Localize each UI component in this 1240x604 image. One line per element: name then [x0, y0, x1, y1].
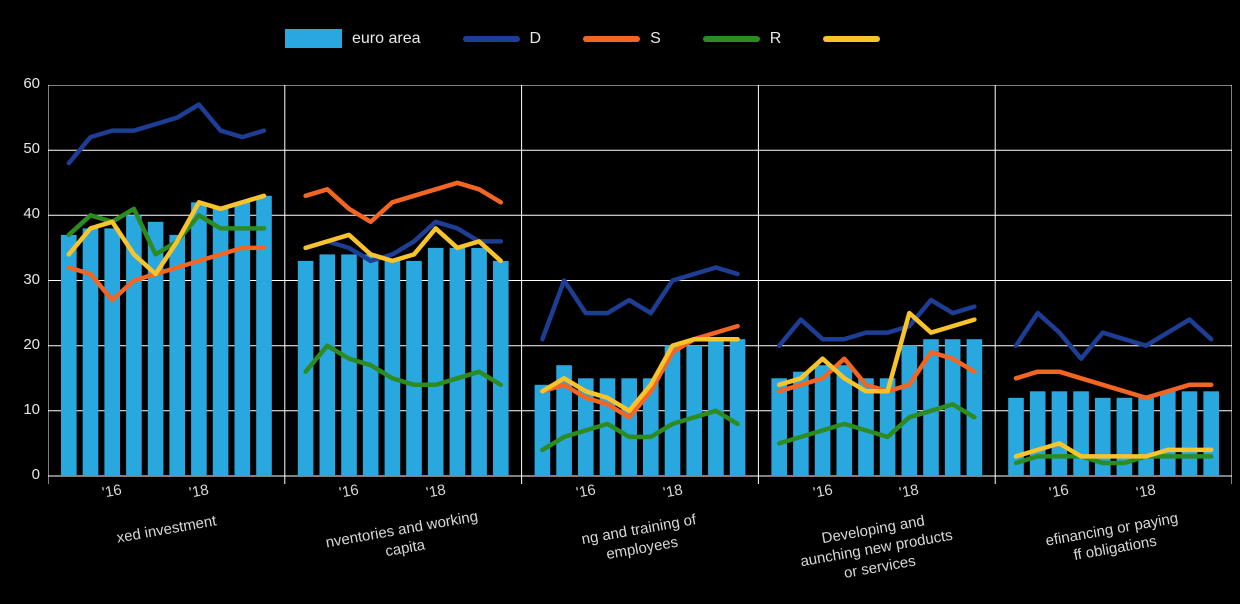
bar: [578, 378, 594, 477]
legend-item-s: S: [583, 30, 661, 48]
plot-svg: [47, 84, 1233, 484]
line-series: [66, 193, 267, 277]
line-series: [1013, 310, 1214, 361]
bar: [493, 260, 509, 476]
bar: [879, 378, 896, 477]
bar: [1181, 391, 1198, 476]
line-series: [1013, 441, 1214, 459]
yellow-line-swatch: [823, 35, 881, 42]
bar: [729, 339, 746, 476]
legend: euro area D S R: [285, 29, 890, 48]
bar: [643, 378, 659, 477]
bar: [621, 378, 637, 477]
bar: [82, 228, 99, 476]
line-series: [1013, 454, 1214, 466]
bar: [836, 365, 853, 476]
line-series: [776, 402, 977, 446]
bar: [104, 228, 120, 476]
bar: [966, 339, 983, 476]
legend-item-euro-area: euro area: [285, 29, 421, 48]
bar: [212, 208, 229, 477]
line-series: [776, 297, 977, 348]
line-series: [303, 343, 504, 388]
bar: [1138, 397, 1154, 476]
legend-item-yellow: [823, 35, 890, 42]
line-series: [303, 219, 504, 264]
s-line-swatch: [583, 35, 641, 42]
y-tick-label: 10: [23, 401, 40, 418]
bar: [406, 260, 422, 476]
legend-item-r: R: [702, 29, 782, 48]
line-series: [303, 226, 504, 264]
line-series: [540, 336, 740, 414]
legend-label-r: R: [769, 29, 782, 47]
bar: [427, 247, 444, 476]
y-tick-label: 30: [23, 271, 40, 288]
bar: [449, 247, 466, 476]
panel-title: Developing and aunching new products or se…: [799, 512, 954, 582]
bar: [1160, 391, 1176, 476]
bar: [814, 365, 831, 476]
line-series: [303, 180, 504, 225]
plot-area: [47, 84, 1233, 490]
y-tick-label: 20: [23, 336, 40, 353]
bar: [1203, 391, 1219, 476]
line-series: [66, 102, 267, 166]
panel-title: efinancing or paying ff obligations: [1044, 509, 1180, 565]
line-series: [66, 206, 267, 257]
panel-title: nventories and working capita: [324, 507, 480, 561]
bar: [384, 260, 401, 476]
bar: [234, 202, 251, 477]
bar: [944, 339, 961, 476]
line-series: [776, 310, 977, 394]
bar: [923, 339, 939, 476]
bar: [1029, 391, 1046, 476]
legend-label-euro-area: euro area: [352, 29, 421, 47]
legend-label-s: S: [650, 29, 661, 47]
bar: [664, 345, 681, 476]
line-series: [66, 245, 267, 303]
bar: [1073, 391, 1089, 476]
bar: [858, 378, 874, 477]
d-line-swatch: [462, 35, 520, 42]
bar: [534, 384, 551, 476]
y-tick-label: 50: [23, 140, 40, 157]
bar: [793, 371, 809, 476]
bar: [771, 378, 787, 477]
bar: [319, 254, 336, 476]
panel-title: xed investment: [115, 512, 218, 547]
legend-label-d: D: [529, 29, 542, 47]
bar: [556, 365, 572, 476]
r-line-swatch: [702, 35, 760, 42]
line-series: [540, 408, 740, 453]
bar: [61, 234, 77, 476]
bar: [191, 202, 207, 477]
panel-title: ng and training of employees: [580, 511, 698, 564]
bar: [147, 221, 164, 476]
line-series: [540, 265, 740, 342]
y-tick-label: 40: [23, 205, 40, 222]
line-series: [540, 323, 740, 420]
legend-item-d: D: [462, 29, 542, 48]
bar: [686, 345, 702, 476]
euro-area-bar-swatch: [285, 29, 342, 48]
line-series: [776, 349, 977, 394]
bar: [169, 234, 185, 476]
bar: [901, 345, 918, 476]
bar: [256, 195, 272, 477]
line-series: [1013, 369, 1214, 401]
y-tick-label: 60: [23, 75, 40, 92]
bar: [341, 254, 357, 476]
bar: [1051, 391, 1068, 476]
y-tick-label: 0: [31, 466, 40, 483]
bar: [471, 247, 487, 476]
bar: [708, 339, 724, 476]
